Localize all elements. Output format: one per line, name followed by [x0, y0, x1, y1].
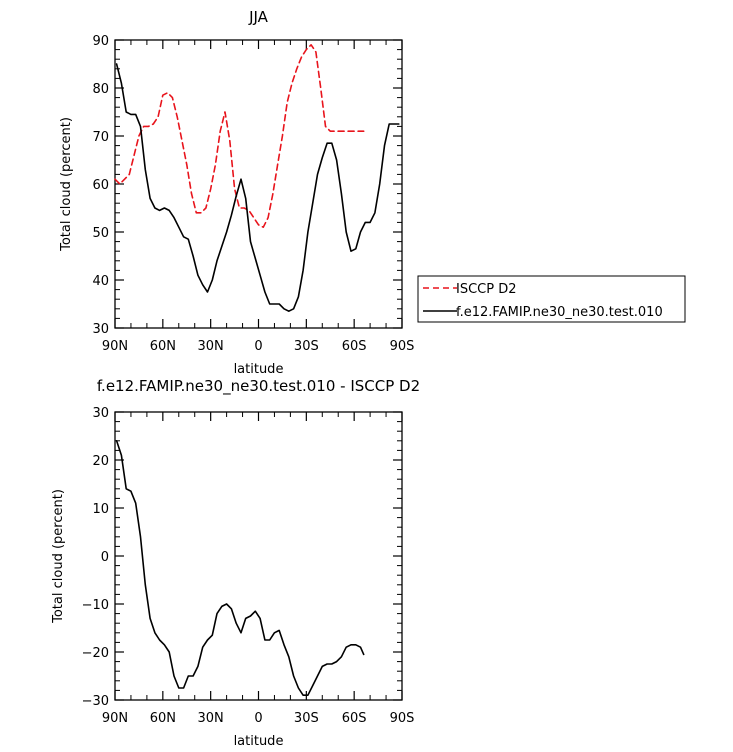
- legend-label-isccp: ISCCP D2: [456, 282, 517, 297]
- top-y-axis-label: Total cloud (percent): [59, 117, 74, 252]
- x-tick-label: 90N: [102, 339, 128, 354]
- y-tick-label: 40: [92, 274, 109, 289]
- y-tick-label: 0: [101, 550, 109, 565]
- top-chart-title: JJA: [248, 8, 269, 26]
- x-tick-label: 90S: [390, 711, 415, 726]
- y-tick-label: 10: [92, 502, 109, 517]
- bottom-x-axis: 90N 60N 30N 0 30S 60S 90S: [102, 412, 415, 726]
- y-tick-label: 30: [92, 406, 109, 421]
- y-tick-label: 60: [92, 178, 109, 193]
- top-series-group: [114, 43, 400, 313]
- x-tick-label: 60S: [342, 339, 367, 354]
- y-tick-label: 20: [92, 454, 109, 469]
- x-tick-label: 60N: [150, 339, 176, 354]
- x-tick-label: 90N: [102, 711, 128, 726]
- series-line-1-0: [115, 439, 365, 697]
- top-x-axis: 90N 60N 30N 0 30S 60S 90S: [102, 40, 415, 354]
- top-y-axis: 30 40 50 60 70 80 90: [92, 34, 402, 337]
- y-tick-label: 50: [92, 226, 109, 241]
- y-tick-label: −10: [82, 598, 109, 613]
- x-tick-label: 30N: [198, 339, 224, 354]
- x-tick-label: 30S: [294, 711, 319, 726]
- x-tick-label: 0: [254, 711, 262, 726]
- bottom-chart-title: f.e12.FAMIP.ne30_ne30.test.010 - ISCCP D…: [97, 377, 420, 396]
- top-x-axis-label: latitude: [234, 362, 284, 377]
- top-legend: ISCCP D2 f.e12.FAMIP.ne30_ne30.test.010: [417, 275, 686, 323]
- series-line-0-0: [114, 43, 365, 228]
- x-tick-label: 30N: [198, 711, 224, 726]
- y-tick-label: 30: [92, 322, 109, 337]
- bottom-y-axis-label: Total cloud (percent): [51, 489, 66, 624]
- x-tick-label: 30S: [294, 339, 319, 354]
- y-tick-label: −20: [82, 646, 109, 661]
- bottom-y-axis: −30 −20 −10 0 10 20 30: [82, 406, 402, 709]
- y-tick-label: 90: [92, 34, 109, 49]
- x-tick-label: 60S: [342, 711, 367, 726]
- top-plot-frame: [114, 39, 403, 329]
- x-tick-label: 0: [254, 339, 262, 354]
- y-tick-label: −30: [82, 694, 109, 709]
- x-tick-label: 60N: [150, 711, 176, 726]
- series-line-0-1: [115, 63, 400, 313]
- legend-label-model: f.e12.FAMIP.ne30_ne30.test.010: [456, 305, 663, 320]
- bottom-panel: f.e12.FAMIP.ne30_ne30.test.010 - ISCCP D…: [51, 377, 420, 749]
- y-tick-label: 80: [92, 82, 109, 97]
- bottom-series-group: [115, 439, 365, 697]
- bottom-x-axis-label: latitude: [234, 734, 284, 749]
- x-tick-label: 90S: [390, 339, 415, 354]
- legend-frame: [417, 275, 686, 323]
- bottom-plot-frame: [114, 411, 403, 701]
- top-panel: JJA 30 40 50 60 70 80 90 90N 60N 30N 0 30S 60S 90S l…: [59, 8, 686, 377]
- y-tick-label: 70: [92, 130, 109, 145]
